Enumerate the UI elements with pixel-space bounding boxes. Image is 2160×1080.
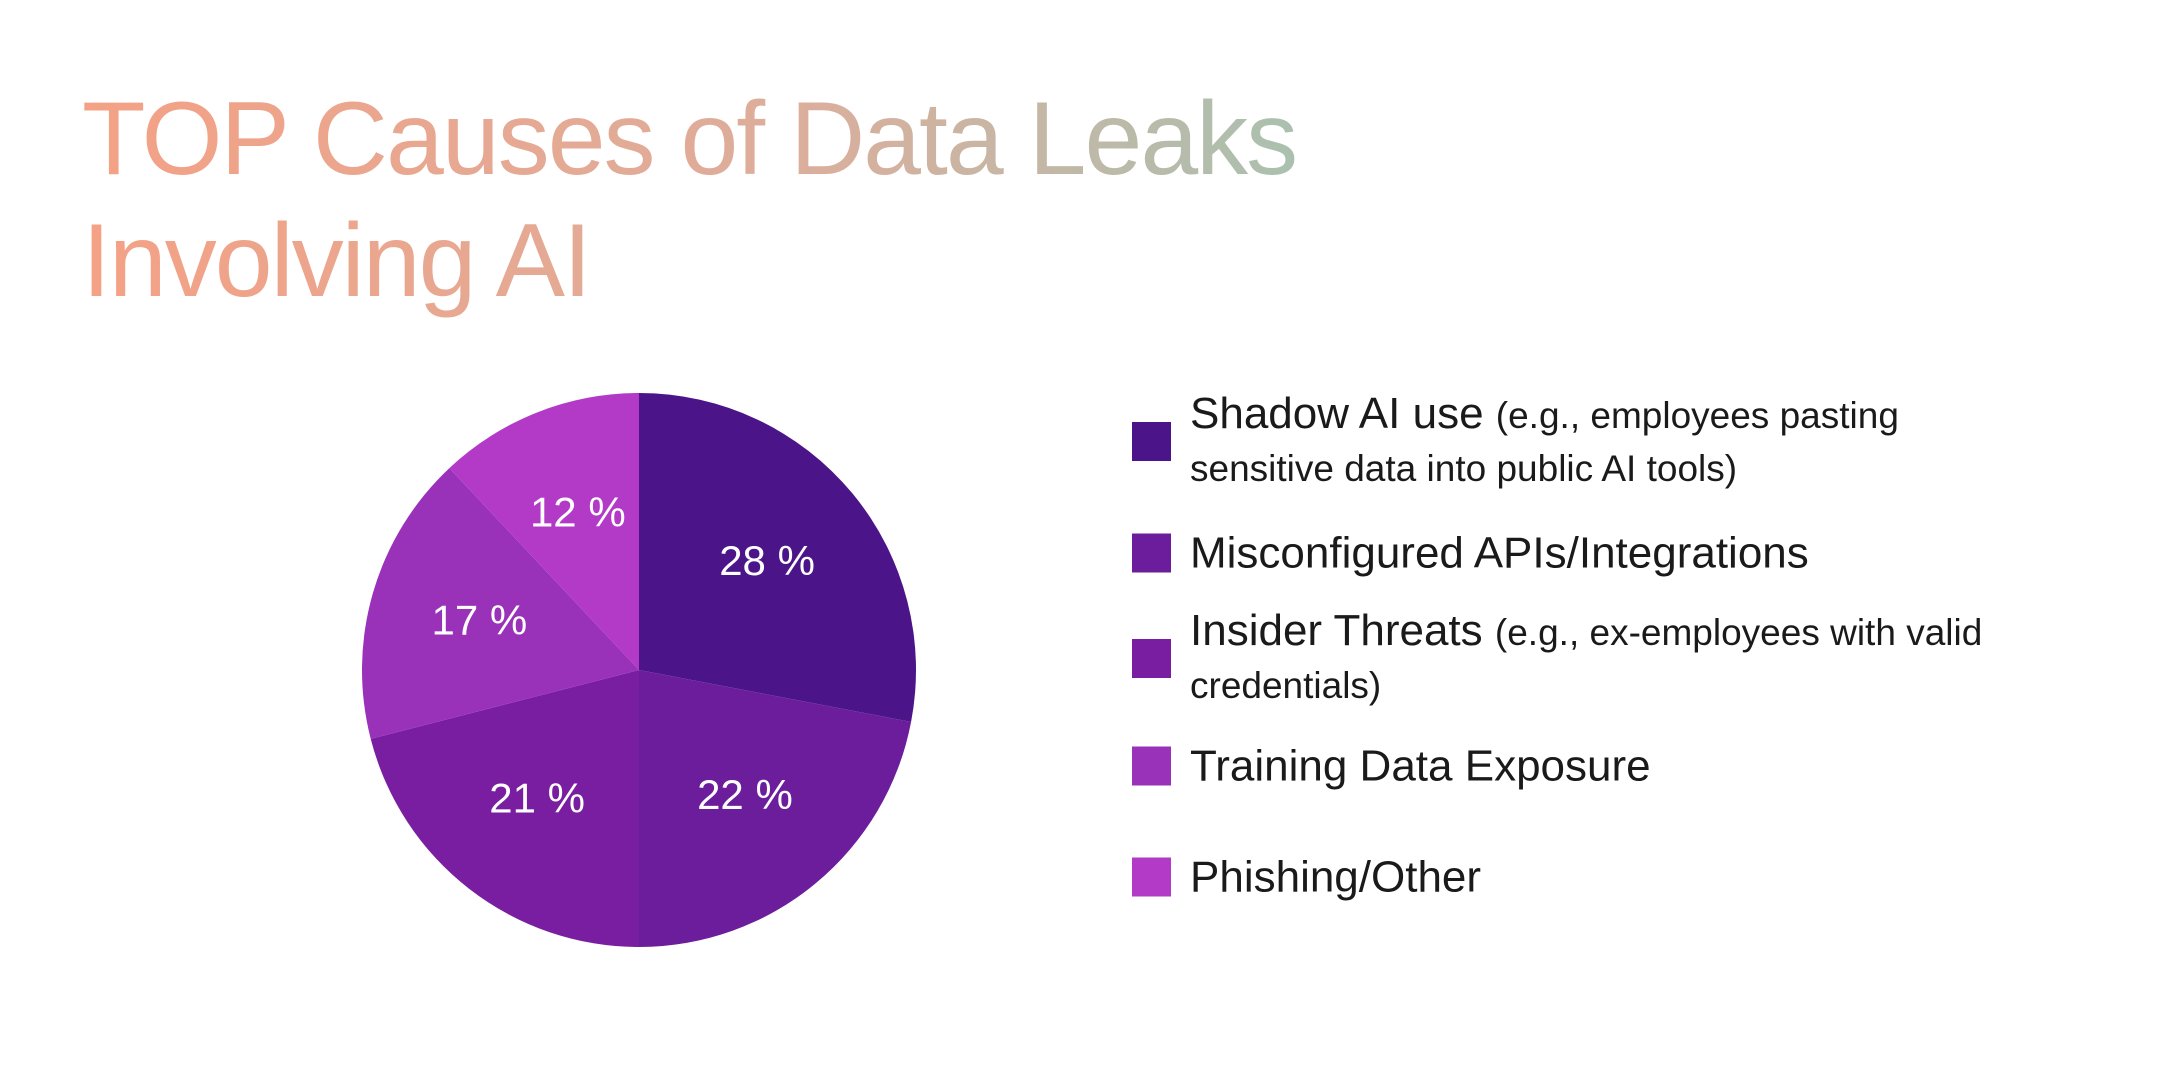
pie-slice bbox=[639, 670, 912, 947]
data-label: 21 % bbox=[489, 774, 585, 821]
pie-slice bbox=[361, 468, 639, 739]
legend-item: Misconfigured APIs/Integrations bbox=[1132, 528, 2010, 579]
legend-swatch bbox=[1132, 533, 1171, 573]
legend-text: Training Data Exposure bbox=[1190, 741, 2010, 792]
legend-text: Phishing/Other bbox=[1190, 852, 2010, 903]
legend-swatch bbox=[1132, 638, 1171, 678]
legend-label: Training Data Exposure bbox=[1190, 741, 1651, 791]
legend-label: Phishing/Other bbox=[1190, 852, 1482, 902]
legend-note: (e.g., employees pasting sensitive data … bbox=[1190, 395, 1899, 489]
pie-slice bbox=[449, 393, 639, 670]
legend-swatch bbox=[1132, 746, 1171, 786]
pie-slice bbox=[639, 393, 916, 722]
pie-slice bbox=[370, 670, 639, 947]
data-label: 28 % bbox=[719, 537, 815, 584]
data-label: 22 % bbox=[697, 771, 793, 818]
legend-item: Phishing/Other bbox=[1132, 852, 2010, 903]
legend-text: Misconfigured APIs/Integrations bbox=[1190, 528, 2010, 579]
legend-item: Shadow AI use (e.g., employees pasting s… bbox=[1132, 388, 2010, 494]
legend-text: Insider Threats (e.g., ex-employees with… bbox=[1190, 605, 2010, 711]
legend-note: (e.g., ex-employees with valid credentia… bbox=[1190, 612, 1983, 706]
legend-swatch bbox=[1132, 421, 1171, 461]
legend-text: Shadow AI use (e.g., employees pasting s… bbox=[1190, 388, 2010, 494]
legend-item: Training Data Exposure bbox=[1132, 741, 2010, 792]
chart-title: TOP Causes of Data Leaks Involving AI bbox=[82, 78, 1382, 322]
legend-label: Misconfigured APIs/Integrations bbox=[1190, 528, 1809, 578]
legend-label: Shadow AI use bbox=[1190, 389, 1484, 438]
data-label: 17 % bbox=[432, 597, 528, 644]
legend-swatch bbox=[1132, 857, 1171, 897]
legend-label: Insider Threats bbox=[1190, 606, 1483, 655]
legend-item: Insider Threats (e.g., ex-employees with… bbox=[1132, 605, 2010, 711]
data-label: 12 % bbox=[530, 489, 626, 536]
